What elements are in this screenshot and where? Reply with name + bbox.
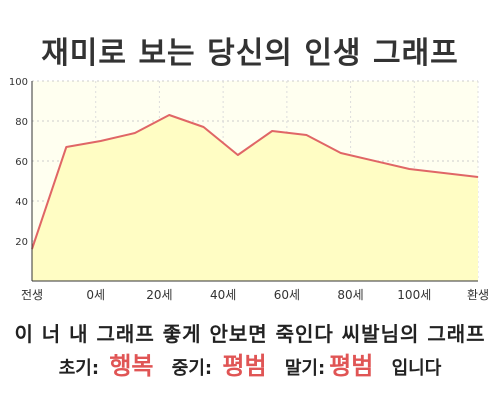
x-tick-label: 40세 (210, 288, 236, 302)
summary-middle: 중기: 평범 (172, 346, 267, 381)
summary-early-value: 행복 (109, 352, 154, 380)
summary-late: 말기: 평범 (285, 346, 374, 381)
x-tick-label: 80세 (337, 288, 363, 302)
summary-middle-value: 평범 (222, 352, 267, 380)
y-tick-label: 60 (15, 157, 28, 168)
area-fill (32, 115, 478, 281)
y-tick-label: 20 (15, 237, 28, 248)
y-tick-label: 100 (9, 77, 28, 88)
y-tick-label: 80 (15, 117, 28, 128)
summary-suffix: 입니다 (391, 358, 442, 379)
x-tick-label: 전생 (21, 288, 43, 302)
x-tick-label: 60세 (274, 288, 300, 302)
y-tick-labels: 20 40 60 80 100 (9, 77, 28, 248)
summary-early: 초기: 행복 (59, 346, 154, 381)
summary-late-label: 말기: (284, 358, 326, 379)
y-tick-label: 40 (15, 197, 28, 208)
life-summary: 초기: 행복 중기: 평범 말기: 평범 입니다 (0, 346, 500, 381)
series-line (31, 114, 479, 250)
page-title: 재미로 보는 당신의 인생 그래프 (41, 36, 459, 71)
axes (31, 81, 478, 282)
x-tick-labels: 전생 0세 20세 40세 60세 80세 100세 환생 (21, 288, 489, 302)
area-fill-group (32, 115, 478, 281)
x-tick-label: 0세 (86, 288, 105, 302)
summary-early-label: 초기: (58, 358, 100, 379)
summary-late-value: 평범 (329, 352, 374, 380)
series-line-group (31, 114, 479, 250)
x-tick-label: 환생 (467, 288, 489, 302)
x-tick-label: 100세 (397, 288, 431, 302)
x-tick-label: 20세 (146, 288, 172, 302)
graph-caption: 이 너 내 그래프 좋게 안보면 죽인다 씨발님의 그래프 (14, 322, 486, 346)
summary-middle-label: 중기: (171, 358, 213, 379)
